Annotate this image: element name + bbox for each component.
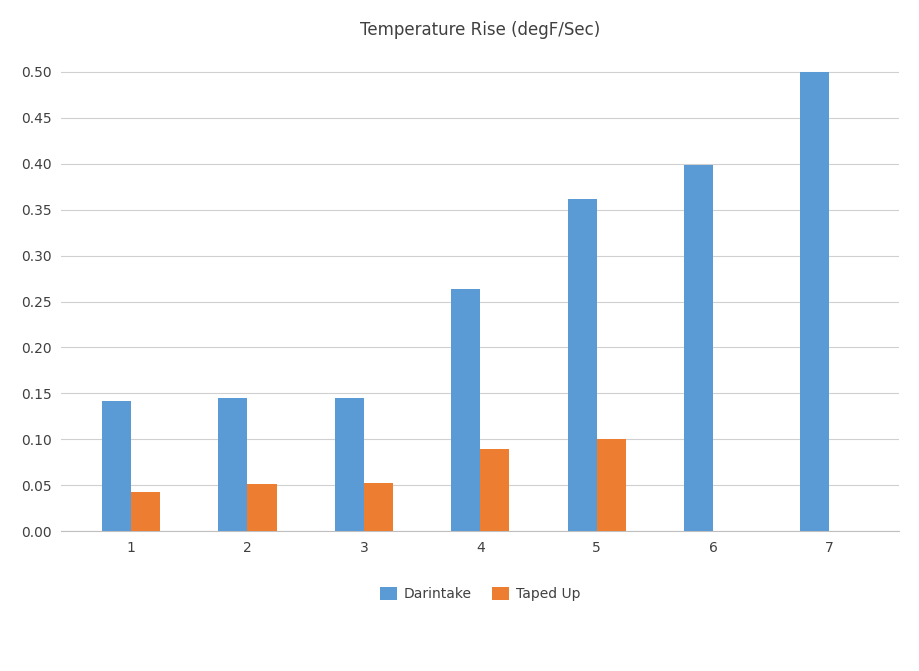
Bar — [131, 492, 160, 531]
Bar — [247, 484, 277, 531]
Bar — [596, 439, 625, 531]
Bar — [480, 449, 509, 531]
Bar — [450, 289, 480, 531]
Legend: Darintake, Taped Up: Darintake, Taped Up — [374, 582, 585, 607]
Bar — [102, 401, 131, 531]
Title: Temperature Rise (degF/Sec): Temperature Rise (degF/Sec) — [359, 21, 600, 39]
Bar — [567, 199, 596, 531]
Bar — [364, 482, 392, 531]
Bar — [800, 72, 828, 531]
Bar — [218, 398, 247, 531]
Bar — [335, 398, 364, 531]
Bar — [683, 166, 712, 531]
